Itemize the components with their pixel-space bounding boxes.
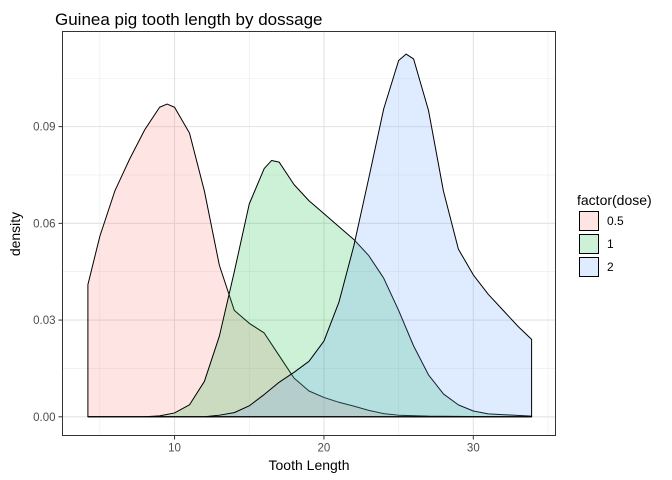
legend-title: factor(dose) bbox=[577, 192, 652, 208]
legend-swatch-2 bbox=[579, 257, 599, 277]
x-tick-label: 10 bbox=[168, 443, 181, 455]
legend-swatch-1 bbox=[579, 234, 599, 254]
x-axis: 10 20 30 bbox=[168, 435, 480, 455]
y-axis-title: density bbox=[7, 212, 23, 256]
legend-key-0-5 bbox=[578, 210, 600, 232]
y-axis: 0.00 0.03 0.06 0.09 bbox=[33, 122, 63, 424]
density-area-2 bbox=[87, 53, 533, 418]
density-area-1 bbox=[87, 159, 533, 418]
density-areas bbox=[87, 53, 533, 418]
x-axis-title: Tooth Length bbox=[269, 457, 350, 473]
density-area-0-5 bbox=[87, 103, 533, 418]
legend: factor(dose) 0.5 1 2 bbox=[577, 192, 652, 278]
legend-key-1 bbox=[578, 233, 600, 255]
legend-key-2 bbox=[578, 256, 600, 278]
x-tick-label: 30 bbox=[467, 443, 480, 455]
legend-label-2: 2 bbox=[607, 260, 614, 274]
legend-swatch-0-5 bbox=[579, 211, 599, 231]
y-tick-label: 0.03 bbox=[33, 315, 55, 327]
legend-label-1: 1 bbox=[607, 237, 614, 251]
legend-keys: 0.5 1 2 bbox=[578, 210, 624, 278]
plot-panel-border bbox=[62, 31, 556, 436]
grid-lines bbox=[62, 31, 556, 436]
y-tick-label: 0.09 bbox=[33, 122, 55, 134]
chart-title: Guinea pig tooth length by dossage bbox=[55, 10, 322, 29]
y-tick-label: 0.06 bbox=[33, 218, 55, 230]
x-tick-label: 20 bbox=[318, 443, 331, 455]
y-tick-label: 0.00 bbox=[33, 412, 55, 424]
legend-label-0-5: 0.5 bbox=[607, 214, 624, 228]
